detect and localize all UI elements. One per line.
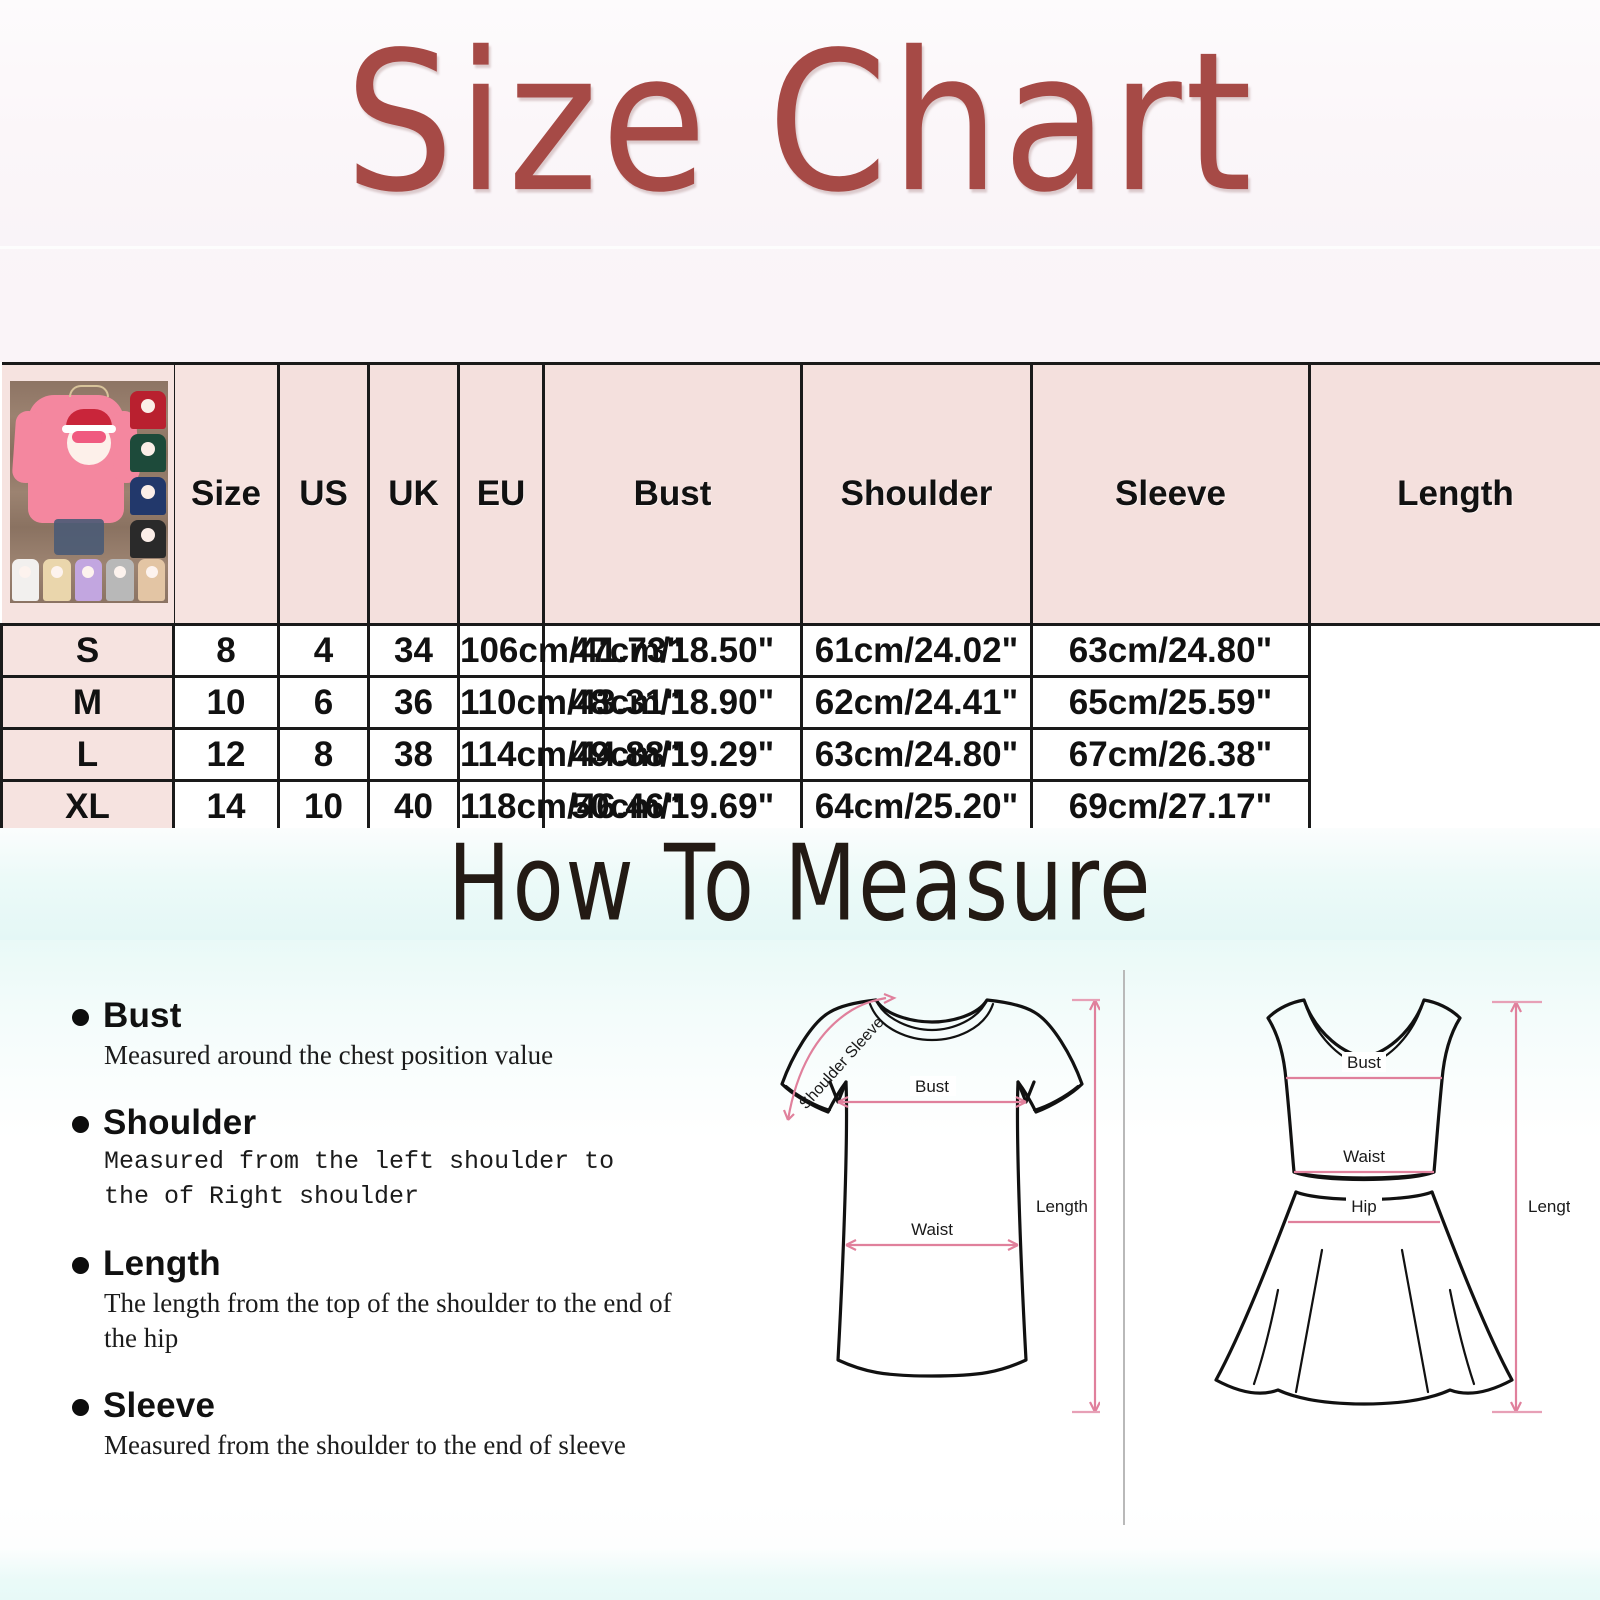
- cell-eu: 36: [367, 675, 460, 730]
- measure-item-shoulder: Shoulder Measured from the left shoulder…: [72, 1103, 672, 1214]
- dress-waist-label: Waist: [1343, 1147, 1385, 1166]
- col-header-sleeve: Sleeve: [1030, 362, 1311, 626]
- measure-item-sleeve: Sleeve Measured from the shoulder to the…: [72, 1386, 672, 1463]
- cell-length: 63cm/24.80": [1030, 623, 1311, 678]
- dress-length-label: Length: [1528, 1197, 1570, 1216]
- cell-bust: 114cm/44.88": [457, 727, 681, 782]
- cell-bust: 110cm/43.31": [457, 675, 681, 730]
- cell-length: 67cm/26.38": [1030, 727, 1311, 782]
- cell-size: XL: [0, 779, 175, 834]
- measure-item-title: Sleeve: [103, 1386, 216, 1426]
- table-row: M 10 6 36 110cm/43.31" 48cm/18.90" 62cm/…: [0, 675, 1600, 730]
- measure-item-length: Length The length from the top of the sh…: [72, 1244, 672, 1356]
- title-band: Size Chart: [0, 0, 1600, 246]
- measure-diagrams: Shoulder Sleeve Bust Waist Le: [680, 960, 1580, 1580]
- table-row: S 8 4 34 106cm/41.73" 47cm/18.50" 61cm/2…: [0, 623, 1600, 678]
- cell-shoulder: 47cm/18.50": [542, 623, 803, 678]
- dress-bust-label: Bust: [1347, 1053, 1381, 1072]
- product-image: [1, 365, 174, 623]
- tshirt-length-label: Length: [1036, 1197, 1088, 1216]
- measure-item-desc: Measured from the shoulder to the end of…: [104, 1430, 626, 1461]
- size-chart-section: Size Chart: [0, 0, 1600, 828]
- cell-size: M: [0, 675, 175, 730]
- cell-eu: 40: [367, 779, 460, 834]
- measure-item-title: Shoulder: [103, 1103, 257, 1143]
- tshirt-diagram: Shoulder Sleeve Bust Waist Le: [780, 992, 1100, 1414]
- measure-item-desc: Measured around the chest position value: [104, 1040, 554, 1070]
- table-row: XL 14 10 40 118cm/46.46" 50cm/19.69" 64c…: [0, 779, 1600, 834]
- cell-sleeve: 64cm/25.20": [800, 779, 1033, 834]
- cell-uk: 8: [277, 727, 370, 782]
- page-title: Size Chart: [344, 9, 1256, 235]
- bullet-icon: [72, 1009, 89, 1026]
- cell-us: 12: [172, 727, 280, 782]
- table-row: L 12 8 38 114cm/44.88" 49cm/19.29" 63cm/…: [0, 727, 1600, 782]
- size-table-wrapper: Size US UK EU Bust Shoulder Sleeve Lengt…: [0, 362, 1600, 886]
- measure-description-list: Bust Measured around the chest position …: [72, 996, 672, 1493]
- table-header-row: Size US UK EU Bust Shoulder Sleeve Lengt…: [1, 362, 1600, 626]
- measure-item-bust: Bust Measured around the chest position …: [72, 996, 672, 1073]
- cell-sleeve: 61cm/24.02": [800, 623, 1033, 678]
- bullet-icon: [72, 1116, 89, 1134]
- bullet-icon: [72, 1399, 89, 1417]
- dress-hip-label: Hip: [1351, 1197, 1377, 1216]
- col-header-eu: EU: [457, 362, 545, 626]
- cell-size: S: [0, 623, 175, 678]
- cell-uk: 4: [277, 623, 370, 678]
- measure-item-title: Length: [103, 1244, 221, 1284]
- col-header-length: Length: [1308, 362, 1600, 626]
- measure-item-desc: The length from the top of the shoulder …: [104, 1288, 672, 1354]
- col-header-size: Size: [172, 362, 280, 626]
- cell-eu: 38: [367, 727, 460, 782]
- tshirt-bust-label: Bust: [915, 1077, 949, 1096]
- col-header-uk: UK: [367, 362, 460, 626]
- title-divider: [0, 246, 1600, 249]
- cell-sleeve: 63cm/24.80": [800, 727, 1033, 782]
- dress-diagram: Bust Waist Hip Length: [1214, 998, 1570, 1414]
- cell-shoulder: 50cm/19.69": [542, 779, 803, 834]
- measure-item-desc: Measured from the left shoulder to the o…: [104, 1147, 615, 1211]
- measure-item-title: Bust: [103, 996, 182, 1035]
- col-header-us: US: [277, 362, 370, 626]
- cell-eu: 34: [367, 623, 460, 678]
- bullet-icon: [72, 1257, 89, 1275]
- cell-uk: 10: [277, 779, 370, 834]
- how-to-measure-title: How To Measure: [447, 823, 1153, 945]
- col-header-shoulder: Shoulder: [800, 362, 1033, 626]
- cell-us: 14: [172, 779, 280, 834]
- diagram-divider: [1123, 970, 1125, 1525]
- cell-us: 8: [172, 623, 280, 678]
- cell-length: 65cm/25.59": [1030, 675, 1311, 730]
- cell-uk: 6: [277, 675, 370, 730]
- how-to-measure-band: How To Measure: [0, 823, 1600, 945]
- product-image-cell: [1, 362, 175, 626]
- size-table: Size US UK EU Bust Shoulder Sleeve Lengt…: [0, 362, 1600, 886]
- cell-size: L: [0, 727, 175, 782]
- measure-guide-section: Bust Measured around the chest position …: [0, 940, 1600, 1600]
- cell-length: 69cm/27.17": [1030, 779, 1311, 834]
- tshirt-waist-label: Waist: [911, 1220, 953, 1239]
- col-header-bust: Bust: [542, 362, 803, 626]
- cell-bust: 106cm/41.73": [457, 623, 683, 678]
- cell-us: 10: [172, 675, 280, 730]
- cell-shoulder: 49cm/19.29": [542, 727, 803, 782]
- cell-sleeve: 62cm/24.41": [800, 675, 1033, 730]
- cell-shoulder: 48cm/18.90": [542, 675, 803, 730]
